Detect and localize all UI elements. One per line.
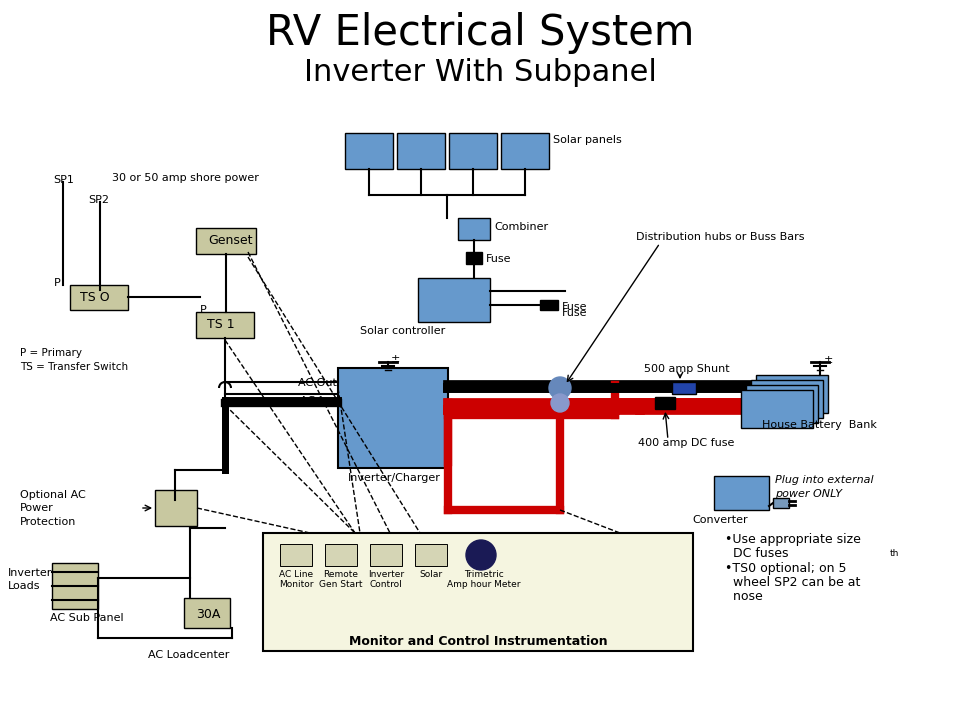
Text: Monitor and Control Instrumentation: Monitor and Control Instrumentation [348,635,608,648]
Text: DC fuses: DC fuses [725,547,788,560]
Text: Trimetric: Trimetric [464,570,504,579]
Bar [338,368,448,468]
Text: AC Sub Panel: AC Sub Panel [50,613,124,623]
Text: AC Loadcenter: AC Loadcenter [148,650,229,660]
Text: SP2: SP2 [88,195,109,205]
Bar [370,544,402,566]
Bar [741,390,813,428]
Bar [196,312,254,338]
Bar [196,228,256,254]
Text: AC In: AC In [300,396,329,406]
Text: AC Out: AC Out [298,378,337,388]
Bar [672,382,696,394]
Text: P: P [54,278,60,288]
Text: Gen Start: Gen Start [320,580,363,589]
Text: Remote: Remote [324,570,358,579]
Text: Solar panels: Solar panels [553,135,622,145]
Text: Inverter/Charger: Inverter/Charger [348,473,441,483]
Bar [501,133,549,169]
Text: House Battery  Bank: House Battery Bank [762,420,876,430]
Text: Distribution hubs or Buss Bars: Distribution hubs or Buss Bars [636,232,804,242]
Bar [52,563,98,609]
Text: Genset: Genset [208,234,252,247]
Text: Combiner: Combiner [494,222,548,232]
Bar [345,133,393,169]
Text: wheel SP2 can be at: wheel SP2 can be at [725,576,860,589]
Text: Monitor: Monitor [278,580,313,589]
Text: Inverter: Inverter [368,570,404,579]
Bar [714,476,769,510]
Bar [155,490,197,526]
Bar [418,278,490,322]
Text: 500 amp Shunt: 500 amp Shunt [644,364,730,374]
Bar [325,544,357,566]
Bar [415,544,447,566]
Bar [773,498,789,508]
Text: 400 amp DC fuse: 400 amp DC fuse [638,438,734,448]
Text: Solar controller: Solar controller [360,326,445,336]
Bar [466,252,482,264]
Text: Protection: Protection [20,517,77,527]
Bar [70,285,128,310]
Circle shape [551,394,569,412]
Bar [184,598,230,628]
Text: 30 or 50 amp shore power: 30 or 50 amp shore power [112,173,259,183]
Text: Fuse: Fuse [562,302,588,312]
Text: Inverter: Inverter [8,568,53,578]
Bar [263,533,693,651]
Text: TS 1: TS 1 [207,318,234,331]
Text: Converter: Converter [692,515,748,525]
Text: Optional AC: Optional AC [20,490,85,500]
Text: Plug into external: Plug into external [775,475,874,485]
Text: Fuse: Fuse [486,254,512,264]
Text: th: th [890,549,900,558]
Bar [449,133,497,169]
Text: Amp hour Meter: Amp hour Meter [447,580,520,589]
Bar [280,544,312,566]
Text: TS = Transfer Switch: TS = Transfer Switch [20,362,128,372]
Bar [540,300,558,310]
Text: RV Electrical System: RV Electrical System [266,12,694,54]
Text: AC Line: AC Line [279,570,313,579]
Bar [751,380,823,418]
Text: Inverter With Subpanel: Inverter With Subpanel [303,58,657,87]
Bar [458,218,490,240]
Circle shape [466,540,496,570]
Text: 30A: 30A [196,608,221,621]
Text: Control: Control [370,580,402,589]
Bar [397,133,445,169]
Text: Loads: Loads [8,581,40,591]
Text: P: P [200,305,206,315]
Bar [756,375,828,413]
Text: Solar: Solar [420,570,443,579]
Text: ±: ± [824,355,833,365]
Text: nose: nose [725,590,763,603]
Text: P = Primary: P = Primary [20,348,82,358]
Bar [655,397,675,409]
Text: •Use appropriate size: •Use appropriate size [725,533,861,546]
Bar [746,385,818,423]
Text: •TS0 optional; on 5: •TS0 optional; on 5 [725,562,847,575]
Circle shape [549,377,571,399]
Text: Power: Power [20,503,54,513]
Text: power ONLY: power ONLY [775,489,842,499]
Text: TS O: TS O [80,291,109,304]
Text: SP1: SP1 [53,175,74,185]
Text: ±: ± [391,354,400,364]
Text: Fuse: Fuse [562,308,588,318]
